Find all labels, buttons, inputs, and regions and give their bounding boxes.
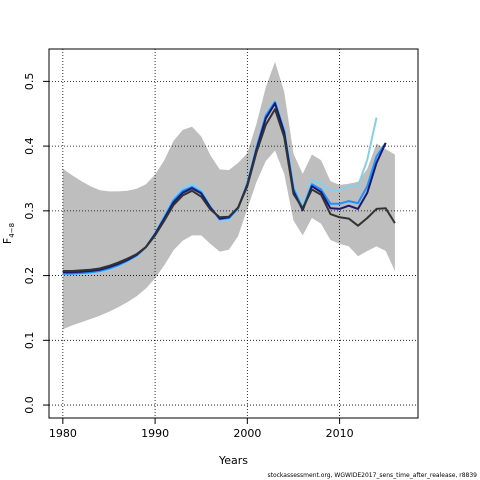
y-axis: 0.0 0.1 0.2 0.3 0.4 0.5: [23, 73, 49, 414]
x-tick-label: 2010: [326, 427, 354, 440]
x-tick-label: 1980: [49, 427, 77, 440]
y-tick-label: 0.4: [23, 137, 36, 155]
series-layer: [62, 99, 396, 276]
y-axis-title-main: F: [1, 238, 14, 244]
y-axis-title: F4−8: [1, 223, 16, 244]
series-line-4: [62, 108, 396, 272]
x-axis: 1980 1990 2000 2010: [49, 418, 354, 440]
x-tick-label: 1990: [141, 427, 169, 440]
y-tick-label: 0.3: [23, 202, 36, 220]
plot-frame: [48, 48, 419, 419]
y-tick-label: 0.5: [23, 73, 36, 91]
confidence-band: [62, 61, 395, 330]
x-tick-label: 2000: [233, 427, 261, 440]
y-tick-label: 0.2: [23, 267, 36, 285]
y-tick-label: 0.1: [23, 332, 36, 350]
y-tick-label: 0.0: [23, 396, 36, 414]
confidence-band-layer: [62, 61, 395, 330]
footer-caption: stockassessment.org, WGWIDE2017_sens_tim…: [267, 472, 477, 479]
y-axis-title-subscript: 4−8: [8, 223, 16, 238]
x-axis-title: Years: [218, 454, 248, 467]
